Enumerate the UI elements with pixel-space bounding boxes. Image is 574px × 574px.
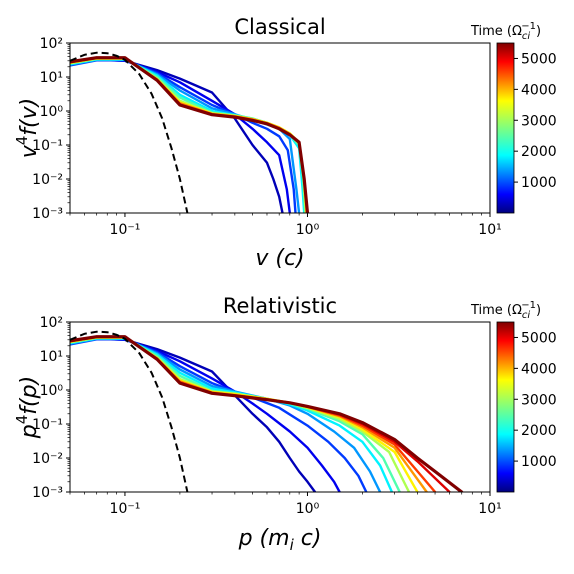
y-tick-label: 10⁻¹: [32, 138, 63, 154]
series-line-t600: [70, 58, 291, 213]
colorbar-label: Time (Ωci−1): [470, 300, 541, 321]
colorbar-tick-label: 4000: [521, 82, 557, 98]
y-tick-label: 10¹: [40, 349, 63, 365]
x-tick-label: 10¹: [478, 222, 501, 238]
axes-frame: [69, 321, 491, 493]
x-tick-label: 10¹: [478, 501, 501, 517]
series-line-t300: [70, 58, 284, 213]
series-line-t3500: [70, 336, 419, 492]
colorbar-tick-label: 5000: [521, 330, 557, 346]
y-axis-label: v4f(v): [13, 98, 42, 159]
colorbar-tick-label: 3000: [521, 392, 557, 408]
colorbar: [496, 42, 515, 214]
reference-curve-dashed: [70, 330, 189, 492]
y-axis-label: p4f(p): [13, 376, 42, 439]
y-tick-label: 10¹: [40, 70, 63, 86]
y-tick-label: 10⁻³: [32, 206, 63, 222]
chart-title: Classical: [234, 15, 325, 39]
series-group: [70, 330, 464, 492]
series-line-t5500: [70, 56, 310, 213]
y-tick-label: 10⁰: [40, 383, 64, 399]
series-line-t2500: [70, 336, 401, 492]
colorbar-tick-label: 2000: [521, 144, 557, 160]
colorbar-tick-label: 1000: [521, 454, 557, 470]
y-tick-label: 10⁻²: [32, 451, 63, 467]
series-line-t5000: [70, 56, 309, 213]
y-tick-label: 10⁰: [40, 104, 64, 120]
panel-relativistic: 10⁻¹ 10⁰ 10¹ 10⁻³ 10⁻² 10⁻¹ 10⁰ 10¹ 10² Relativis…: [13, 294, 557, 554]
series-line-t5000: [70, 335, 451, 492]
series-line-t1500: [70, 58, 301, 213]
series-line-t5500: [70, 335, 464, 492]
colorbar-tick-label: 3000: [521, 113, 557, 129]
colorbar: [496, 321, 515, 493]
colorbar-tick-label: 4000: [521, 361, 557, 377]
axes-frame: [69, 42, 491, 214]
series-line-t600: [70, 337, 341, 492]
x-axis-label: p (mi c): [238, 526, 322, 554]
series-line-t300: [70, 337, 317, 492]
colorbar-tick-label: 1000: [521, 175, 557, 191]
x-tick-label: 10⁻¹: [110, 222, 141, 238]
x-tick-label: 10⁰: [296, 501, 320, 517]
x-axis-label: v (c): [255, 246, 304, 271]
x-tick-label: 10⁰: [296, 222, 320, 238]
colorbar-tick-label: 5000: [521, 51, 557, 67]
y-tick-label: 10⁻¹: [32, 417, 63, 433]
x-tick-label: 10⁻¹: [110, 501, 141, 517]
series-line-t3000: [70, 336, 411, 492]
series-line-t4000: [70, 335, 428, 492]
colorbar-label: Time (Ωci−1): [470, 21, 541, 42]
chart-title: Relativistic: [223, 294, 337, 318]
series-group: [70, 51, 310, 213]
reference-curve-dashed: [70, 51, 189, 213]
y-tick-label: 10²: [40, 36, 63, 52]
y-tick-label: 10⁻²: [32, 172, 63, 188]
colorbar-tick-label: 2000: [521, 423, 557, 439]
y-tick-label: 10²: [40, 315, 63, 331]
panel-classical: 10⁻¹ 10⁰ 10¹ 10⁻³ 10⁻² 10⁻¹ 10⁰ 10¹ 10² Classical…: [13, 15, 557, 271]
y-tick-label: 10⁻³: [32, 485, 63, 501]
